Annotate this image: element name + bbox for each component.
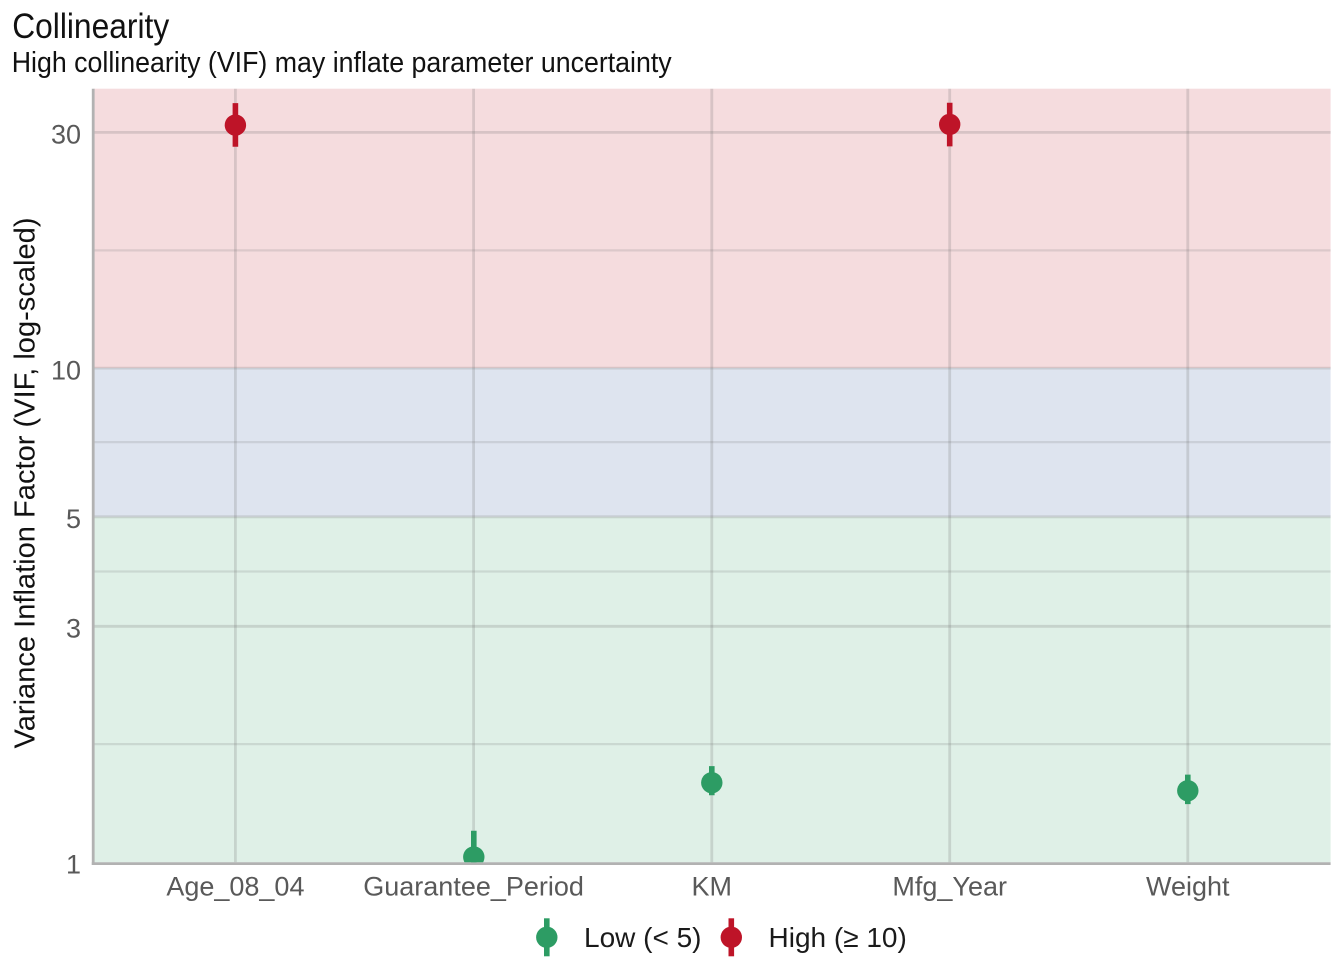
svg-text:KM: KM bbox=[692, 872, 733, 902]
svg-text:30: 30 bbox=[51, 120, 81, 150]
svg-text:Age_08_04: Age_08_04 bbox=[166, 872, 304, 902]
svg-text:10: 10 bbox=[51, 355, 81, 385]
svg-text:3: 3 bbox=[66, 614, 81, 644]
svg-text:5: 5 bbox=[66, 504, 81, 534]
svg-text:Mfg_Year: Mfg_Year bbox=[892, 872, 1007, 902]
svg-text:Low (< 5): Low (< 5) bbox=[584, 922, 702, 953]
svg-text:Variance Inflation Factor (VIF: Variance Inflation Factor (VIF, log-scal… bbox=[10, 217, 42, 748]
svg-text:1: 1 bbox=[66, 849, 81, 879]
svg-text:Guarantee_Period: Guarantee_Period bbox=[363, 872, 584, 902]
svg-text:Weight: Weight bbox=[1146, 872, 1230, 902]
svg-text:High (≥ 10): High (≥ 10) bbox=[769, 922, 907, 953]
svg-text:High collinearity (VIF) may in: High collinearity (VIF) may inflate para… bbox=[12, 47, 672, 79]
svg-text:Collinearity: Collinearity bbox=[12, 7, 169, 46]
